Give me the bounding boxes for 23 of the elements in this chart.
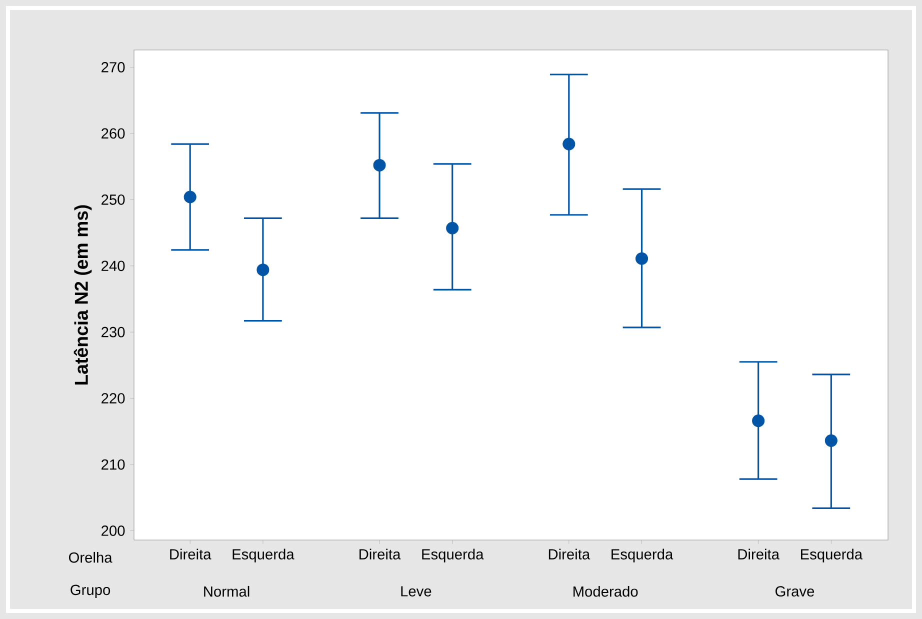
x-tick-label: Direita [170,548,212,560]
text: Leve [401,586,432,596]
y-tick-label: 200 [102,526,125,536]
y-tick-label: 220 [102,393,125,404]
text: Grave [776,586,814,597]
x-tick-label: Direita [360,548,401,560]
x-tick-label: Esquerda [232,548,294,562]
y-tick-label: 250 [102,194,125,205]
y-tick-label: 260 [102,128,125,139]
y-tick-label: 230 [102,326,125,338]
text: Grupo [70,584,110,598]
y-tick-label: 240 [102,260,125,272]
text: Orelha [68,552,112,563]
x-tick-label: Direita [738,548,780,560]
x-tick-label: Esquerda [612,548,674,562]
y-tick-label: 210 [102,459,125,470]
text: Normal [204,586,250,597]
x-tick-label: Esquerda [800,548,863,562]
text: Moderado [574,586,638,597]
y-tick-label: 270 [102,62,125,72]
x-tick-label: Direita [548,548,590,560]
x-tick-label: Esquerda [422,548,484,562]
y-axis-title: Latência N2 (em ms) [74,205,92,385]
